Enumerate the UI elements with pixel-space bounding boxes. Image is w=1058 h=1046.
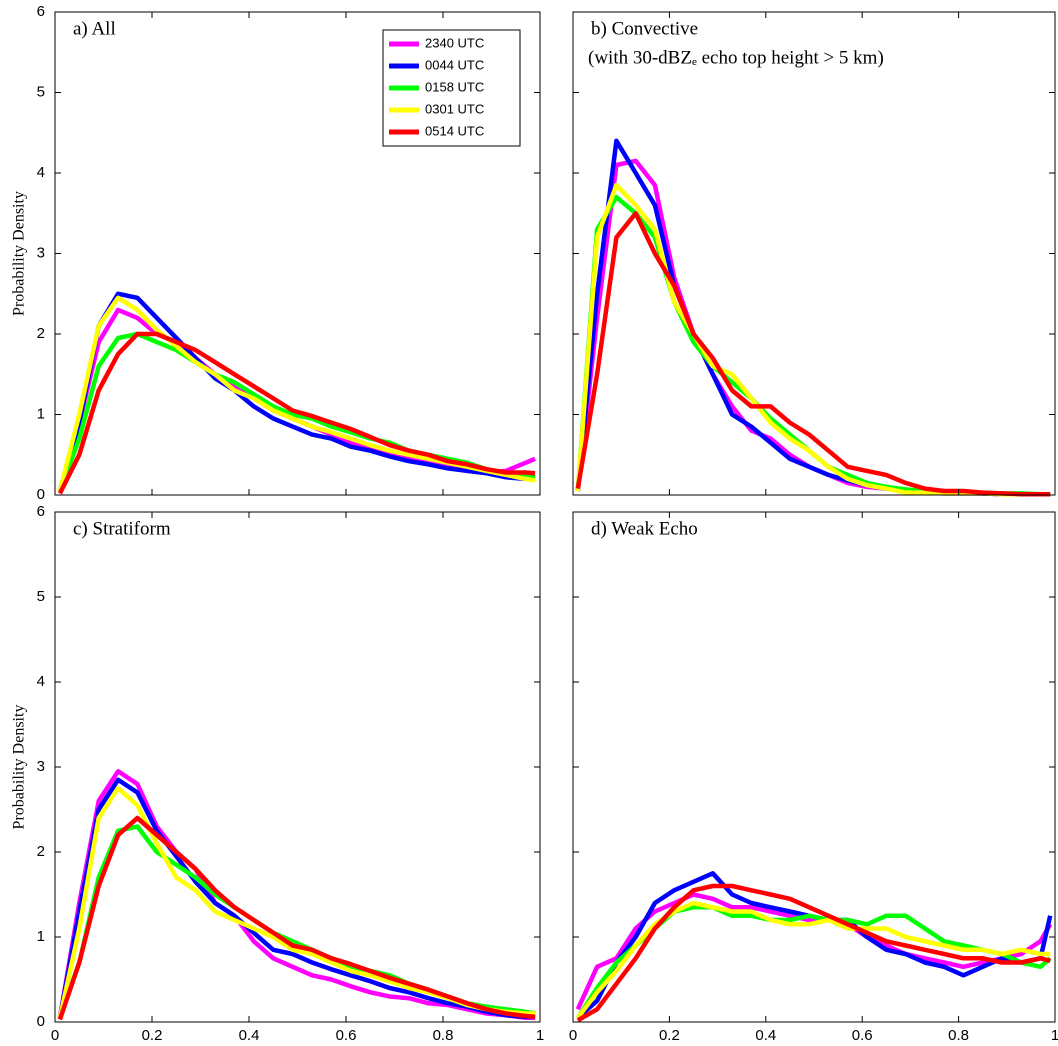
- plot-area: [573, 512, 1055, 1022]
- data-line: [57, 769, 536, 1021]
- x-tick-label: 1: [536, 1027, 544, 1044]
- x-tick-label: 0: [51, 1027, 59, 1044]
- data-line: [575, 211, 1051, 497]
- legend-label: 0044 UTC: [425, 57, 484, 72]
- y-tick-label: 0: [37, 486, 45, 503]
- x-tick-label: 0.8: [948, 1027, 969, 1044]
- panel-title: a) All: [73, 18, 116, 39]
- data-line: [57, 815, 536, 1021]
- y-axis-label: Probability Density: [11, 191, 28, 316]
- panel-title: d) Weak Echo: [591, 518, 698, 539]
- y-tick-label: 4: [37, 164, 45, 181]
- y-tick-label: 3: [37, 758, 45, 775]
- plot-area: [55, 512, 540, 1022]
- y-tick-label: 2: [37, 325, 45, 342]
- y-tick-label: 1: [37, 928, 45, 945]
- legend-label: 0514 UTC: [425, 123, 484, 138]
- y-tick-label: 2: [37, 843, 45, 860]
- x-axis-label: Small IWP to Total IWP Ratio, Arthur: [175, 1045, 420, 1046]
- legend-label: 0301 UTC: [425, 101, 484, 116]
- plot-area: [573, 12, 1055, 495]
- x-tick-label: 1: [1051, 1027, 1058, 1044]
- x-axis-label: Small IWP to Total IWP Ratio, Arthur: [692, 1045, 937, 1046]
- y-tick-label: 4: [37, 673, 45, 690]
- panel-title: c) Stratiform: [73, 518, 171, 539]
- x-tick-label: 0: [569, 1027, 577, 1044]
- x-tick-label: 0.4: [239, 1027, 260, 1044]
- y-axis-label: Probability Density: [11, 705, 28, 830]
- y-tick-label: 0: [37, 1013, 45, 1030]
- y-tick-label: 6: [37, 3, 45, 20]
- y-tick-label: 5: [37, 588, 45, 605]
- y-tick-label: 5: [37, 83, 45, 100]
- legend-label: 2340 UTC: [425, 35, 484, 50]
- legend-box: [382, 29, 521, 147]
- x-tick-label: 0.6: [852, 1027, 873, 1044]
- panel-title: b) Convective: [591, 18, 698, 39]
- y-tick-label: 6: [37, 503, 45, 520]
- x-tick-label: 0.6: [336, 1027, 357, 1044]
- y-tick-label: 3: [37, 244, 45, 261]
- x-tick-label: 0.2: [659, 1027, 680, 1044]
- x-tick-label: 0.8: [433, 1027, 454, 1044]
- data-line: [576, 883, 1051, 1023]
- panel-subtitle: (with 30-dBZₑ echo top height > 5 km): [588, 47, 884, 68]
- x-tick-label: 0.4: [755, 1027, 776, 1044]
- y-tick-label: 1: [37, 405, 45, 422]
- data-line: [57, 291, 536, 492]
- x-tick-label: 0.2: [142, 1027, 163, 1044]
- legend-label: 0158 UTC: [425, 79, 484, 94]
- data-line: [57, 331, 536, 495]
